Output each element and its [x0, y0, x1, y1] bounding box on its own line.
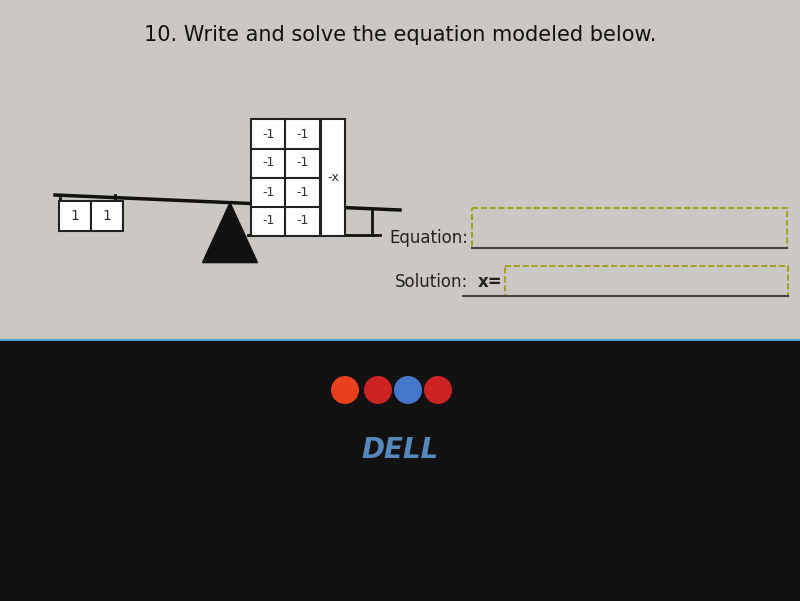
- Text: -1: -1: [296, 186, 309, 198]
- Text: 1: 1: [70, 209, 79, 223]
- FancyBboxPatch shape: [251, 119, 286, 149]
- Bar: [505, 266, 788, 296]
- Polygon shape: [202, 203, 258, 263]
- FancyBboxPatch shape: [285, 206, 320, 236]
- Text: -1: -1: [296, 127, 309, 141]
- Text: -1: -1: [296, 156, 309, 169]
- FancyBboxPatch shape: [91, 201, 123, 231]
- FancyBboxPatch shape: [285, 148, 320, 178]
- FancyBboxPatch shape: [285, 119, 320, 149]
- Text: x=: x=: [478, 273, 502, 291]
- FancyBboxPatch shape: [285, 177, 320, 207]
- Circle shape: [394, 376, 422, 404]
- Text: Solution:: Solution:: [394, 273, 468, 291]
- FancyBboxPatch shape: [251, 206, 286, 236]
- Circle shape: [364, 376, 392, 404]
- Text: -1: -1: [262, 215, 274, 228]
- Text: -x: -x: [327, 171, 339, 184]
- Text: -1: -1: [296, 215, 309, 228]
- Text: -1: -1: [262, 127, 274, 141]
- FancyBboxPatch shape: [321, 119, 345, 236]
- Bar: [0, 340, 800, 601]
- FancyBboxPatch shape: [251, 177, 286, 207]
- Text: 10. Write and solve the equation modeled below.: 10. Write and solve the equation modeled…: [144, 25, 656, 45]
- FancyBboxPatch shape: [251, 148, 286, 178]
- Circle shape: [331, 376, 359, 404]
- Text: Equation:: Equation:: [389, 229, 468, 247]
- Bar: [0, 0, 800, 340]
- Text: 1: 1: [102, 209, 111, 223]
- Text: DELL: DELL: [362, 436, 438, 464]
- FancyBboxPatch shape: [59, 201, 91, 231]
- Circle shape: [424, 376, 452, 404]
- Text: -1: -1: [262, 156, 274, 169]
- Bar: [472, 208, 787, 248]
- Text: -1: -1: [262, 186, 274, 198]
